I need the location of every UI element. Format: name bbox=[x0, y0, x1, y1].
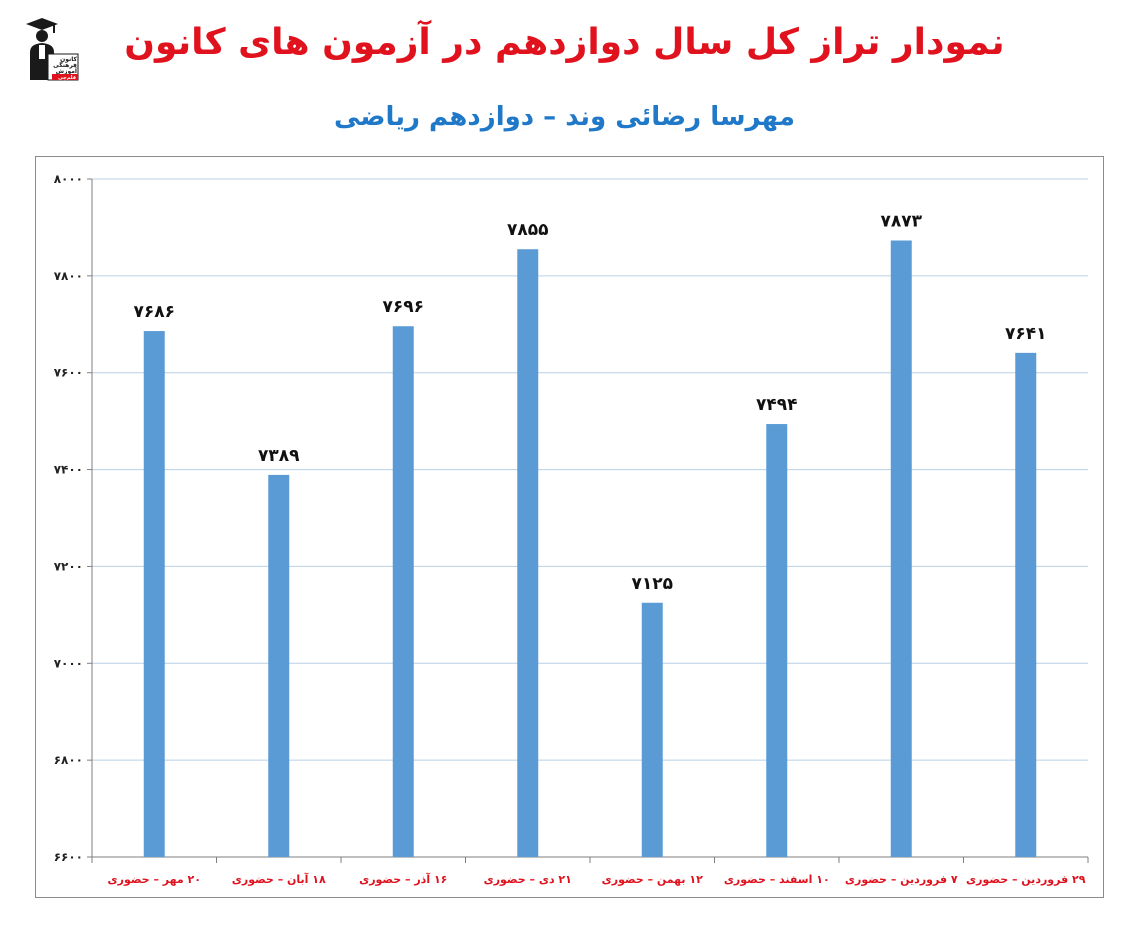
y-tick-label: ۷۰۰۰ bbox=[54, 656, 83, 670]
data-label: ۷۴۹۴ bbox=[756, 395, 798, 415]
chart-title: نمودار تراز کل سال دوازدهم در آزمون های … bbox=[124, 22, 1005, 63]
y-tick-label: ۷۴۰۰ bbox=[54, 463, 83, 477]
x-tick-label: ۲۹ فروردین – حضوری bbox=[966, 873, 1086, 886]
bar bbox=[641, 602, 663, 857]
x-tick-label: ۱۸ آبان – حضوری bbox=[232, 872, 326, 886]
y-tick-label: ۶۸۰۰ bbox=[54, 753, 83, 767]
bar bbox=[890, 240, 912, 858]
y-tick-label: ۷۶۰۰ bbox=[54, 366, 83, 380]
logo: کانون فرهنگی آموزش قلم‌چی bbox=[22, 14, 84, 84]
data-label: ۷۳۸۹ bbox=[258, 446, 300, 466]
graduate-logo-icon: کانون فرهنگی آموزش قلم‌چی bbox=[26, 18, 79, 81]
x-tick-label: ۷ فروردین – حضوری bbox=[845, 873, 958, 886]
bar bbox=[392, 326, 414, 857]
data-label: ۷۸۵۵ bbox=[507, 220, 549, 240]
x-tick-label: ۱۲ بهمن – حضوری bbox=[602, 873, 703, 886]
bar bbox=[517, 249, 539, 857]
bar bbox=[766, 424, 788, 857]
data-label: ۷۶۸۶ bbox=[133, 302, 175, 322]
x-tick-label: ۲۱ دی – حضوری bbox=[484, 873, 572, 886]
data-label: ۷۸۷۳ bbox=[880, 212, 922, 232]
y-tick-label: ۸۰۰۰ bbox=[54, 172, 83, 186]
data-label: ۷۱۲۵ bbox=[631, 574, 673, 594]
data-label: ۷۶۴۱ bbox=[1005, 324, 1047, 344]
chart-subtitle: مهرسا رضائی وند – دوازدهم ریاضی bbox=[334, 102, 795, 132]
data-label: ۷۶۹۶ bbox=[382, 297, 424, 317]
x-tick-label: ۱۶ آذر – حضوری bbox=[359, 872, 447, 886]
logo-line-4: قلم‌چی bbox=[58, 75, 76, 81]
logo-line-1: کانون bbox=[60, 56, 77, 63]
bar-chart: ۶۶۰۰ ۶۸۰۰ ۷۰۰۰ ۷۲۰۰ ۷۴۰۰ ۷۶۰۰ ۷۸۰۰ ۸۰۰۰ ۷۶۸۶ ۲۰ م… bbox=[54, 172, 1089, 886]
bar bbox=[268, 474, 290, 857]
x-tick-label: ۱۰ اسفند – حضوری bbox=[724, 873, 830, 886]
y-tick-label: ۶۶۰۰ bbox=[54, 850, 83, 864]
logo-line-2: فرهنگی bbox=[53, 61, 77, 69]
y-tick-label: ۷۲۰۰ bbox=[54, 559, 83, 573]
x-tick-label: ۲۰ مهر – حضوری bbox=[108, 873, 201, 886]
logo-line-3: آموزش bbox=[56, 66, 78, 75]
y-tick-label: ۷۸۰۰ bbox=[54, 269, 83, 283]
bar bbox=[143, 331, 165, 857]
chart-area: ۶۶۰۰ ۶۸۰۰ ۷۰۰۰ ۷۲۰۰ ۷۴۰۰ ۷۶۰۰ ۷۸۰۰ ۸۰۰۰ ۷۶۸۶ ۲۰ م… bbox=[35, 156, 1104, 898]
bar bbox=[1015, 352, 1037, 857]
